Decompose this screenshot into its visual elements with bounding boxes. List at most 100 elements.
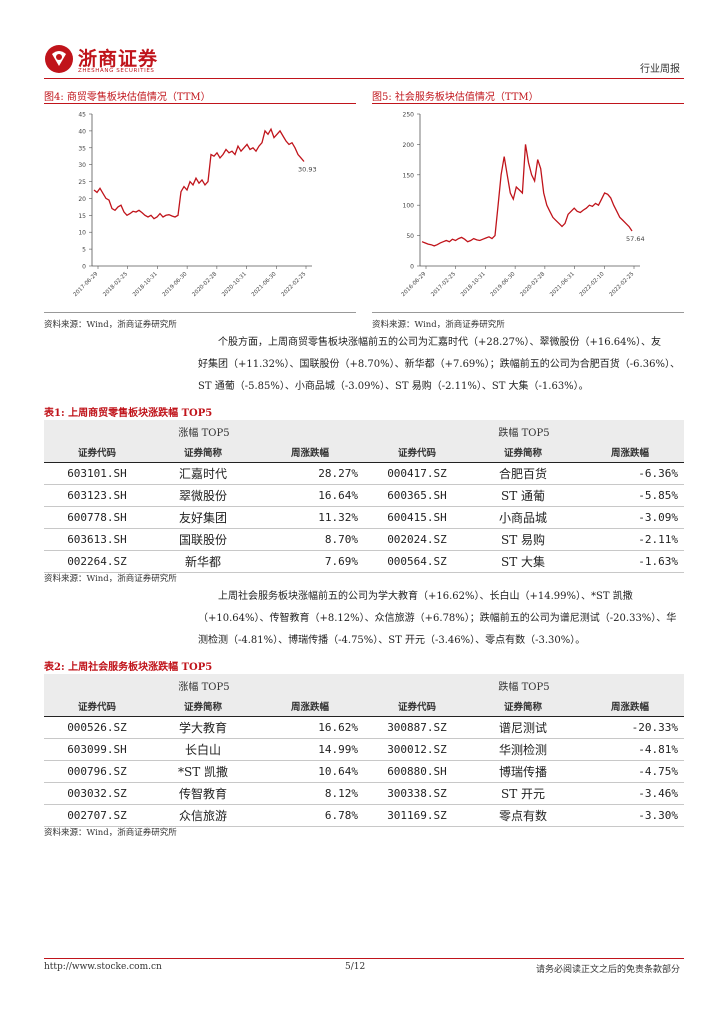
fig5-series-line [421,144,633,247]
fig5-x-tick-label: 2020-02-28 [519,271,546,298]
name-cell: 友好集团 [150,506,256,529]
code-cell: 600880.SH [364,760,470,783]
fig5-y-tick-label: 100 [403,203,415,210]
table2-h-name: 证券简称 [150,696,256,717]
change-cell: -3.46% [576,782,684,805]
table1-title: 表1: 上周商贸零售板块涨跌幅 TOP5 [44,408,213,419]
fig5-x-tick-label: 2021-06-31 [549,271,576,298]
name-cell: ST 通葡 [470,484,576,507]
fig4-y-tick-label: 35 [78,145,86,152]
fig4-y-tick-label: 40 [78,128,86,135]
fig4-x-tick-label: 2018-10-31 [132,271,159,298]
code-cell: 000526.SZ [44,716,150,739]
name-cell: 华测检测 [470,738,576,761]
code-cell: 000796.SZ [44,760,150,783]
fig5-title-rule [372,103,684,104]
code-cell: 002264.SZ [44,550,150,573]
change-cell: 6.78% [256,804,364,827]
change-cell: -5.85% [576,484,684,507]
fig4-x-tick-label: 2019-06-30 [162,271,189,298]
fig4-last-value-label: 30.93 [298,166,317,174]
code-cell: 000417.SZ [364,462,470,485]
table-row: 003032.SZ 传智教育 8.12% 300338.SZ ST 开元 -3.… [44,782,684,805]
code-cell: 000564.SZ [364,550,470,573]
table1-h-code: 证券代码 [44,442,150,463]
fig5-y-tick-label: 0 [410,264,414,271]
table1-h-chg: 周涨跌幅 [256,442,364,463]
fig4-x-tick-label: 2021-06-30 [251,271,278,298]
change-cell: 11.32% [256,506,364,529]
footer-url[interactable]: http://www.stocke.com.cn [44,962,162,972]
name-cell: 翠微股份 [150,484,256,507]
code-cell: 603101.SH [44,462,150,485]
brand-name: 浙商证券 [78,48,159,70]
para2-line2: （+10.64%）、传智教育（+8.12%）、众信旅游（+6.78%）；跌幅前五… [198,613,677,624]
table1: 涨幅 TOP5 跌幅 TOP5 证券代码 证券简称 周涨跌幅 证券代码 证券简称… [44,420,684,573]
fig5-x-tick-label: 2018-10-31 [460,271,487,298]
code-cell: 301169.SZ [364,804,470,827]
fig5-title: 图5: 社会服务板块估值情况（TTM） [372,92,539,103]
change-cell: -1.63% [576,550,684,573]
code-cell: 600778.SH [44,506,150,529]
change-cell: 8.12% [256,782,364,805]
table1-h-code-2: 证券代码 [364,442,470,463]
change-cell: 16.64% [256,484,364,507]
code-cell: 300012.SZ [364,738,470,761]
name-cell: 零点有数 [470,804,576,827]
table2-h-name-2: 证券简称 [470,696,576,717]
footer-disclaimer: 请务必阅读正文之后的免责条款部分 [535,965,680,975]
change-cell: -20.33% [576,716,684,739]
fig4-title: 图4: 商贸零售板块估值情况（TTM） [44,92,211,103]
fig4-x-tick-label: 2020-02-28 [191,271,218,298]
table2-group-up: 涨幅 TOP5 [44,674,364,696]
fig4-source-rule [44,312,356,313]
change-cell: -2.11% [576,528,684,551]
name-cell: 小商品城 [470,506,576,529]
para1-line1: 个股方面，上周商贸零售板块涨幅前五的公司为汇嘉时代（+28.27%）、翠微股份（… [218,337,662,348]
report-category: 行业周报 [640,64,680,75]
table-row: 002264.SZ 新华都 7.69% 000564.SZ ST 大集 -1.6… [44,550,684,573]
para2-line1: 上周社会服务板块涨幅前五的公司为学大教育（+16.62%）、长白山（+14.99… [218,591,633,602]
name-cell: 学大教育 [150,716,256,739]
brand-name-en: ZHESHANG SECURITIES [78,68,155,74]
change-cell: 28.27% [256,462,364,485]
code-cell: 603099.SH [44,738,150,761]
name-cell: 众信旅游 [150,804,256,827]
code-cell: 002024.SZ [364,528,470,551]
code-cell: 603123.SH [44,484,150,507]
fig5-x-tick-label: 2022-02-25 [609,271,636,298]
change-cell: -3.09% [576,506,684,529]
table2: 涨幅 TOP5 跌幅 TOP5 证券代码 证券简称 周涨跌幅 证券代码 证券简称… [44,674,684,827]
para2-line3: 测检测（-4.81%）、博瑞传播（-4.75%）、ST 开元（-3.46%）、零… [198,635,586,646]
name-cell: 谱尼测试 [470,716,576,739]
change-cell: -4.75% [576,760,684,783]
table2-title: 表2: 上周社会服务板块涨跌幅 TOP5 [44,662,213,673]
fig5-x-tick-label: 2016-06-29 [401,271,428,298]
table1-h-chg-2: 周涨跌幅 [576,442,684,463]
name-cell: 新华都 [150,550,256,573]
code-cell: 600365.SH [364,484,470,507]
fig4-title-rule [44,103,356,104]
name-cell: 合肥百货 [470,462,576,485]
fig4-series-line [93,127,305,220]
code-cell: 003032.SZ [44,782,150,805]
table1-group-down: 跌幅 TOP5 [364,420,684,442]
fig4-y-tick-label: 30 [78,162,86,169]
fig4-x-tick-label: 2018-02-25 [102,271,129,298]
fig4-y-tick-label: 0 [82,264,86,271]
table-row: 000526.SZ 学大教育 16.62% 300887.SZ 谱尼测试 -20… [44,716,684,739]
change-cell: -4.81% [576,738,684,761]
table-row: 603099.SH 长白山 14.99% 300012.SZ 华测检测 -4.8… [44,738,684,761]
fig4-y-tick-label: 20 [78,196,86,203]
table2-h-code: 证券代码 [44,696,150,717]
brand-logo-icon [45,45,73,73]
table-row: 603101.SH 汇嘉时代 28.27% 000417.SZ 合肥百货 -6.… [44,462,684,485]
para1-line2: 好集团（+11.32%）、国联股份（+8.70%）、新华都（+7.69%）；跌幅… [198,359,680,370]
fig4-x-tick-label: 2020-10-31 [221,271,248,298]
name-cell: 博瑞传播 [470,760,576,783]
fig4-y-tick-label: 10 [78,230,86,237]
fig5-source: 资料来源：Wind，浙商证券研究所 [372,320,505,330]
table1-h-name-2: 证券简称 [470,442,576,463]
table-row: 000796.SZ *ST 凯撒 10.64% 600880.SH 博瑞传播 -… [44,760,684,783]
